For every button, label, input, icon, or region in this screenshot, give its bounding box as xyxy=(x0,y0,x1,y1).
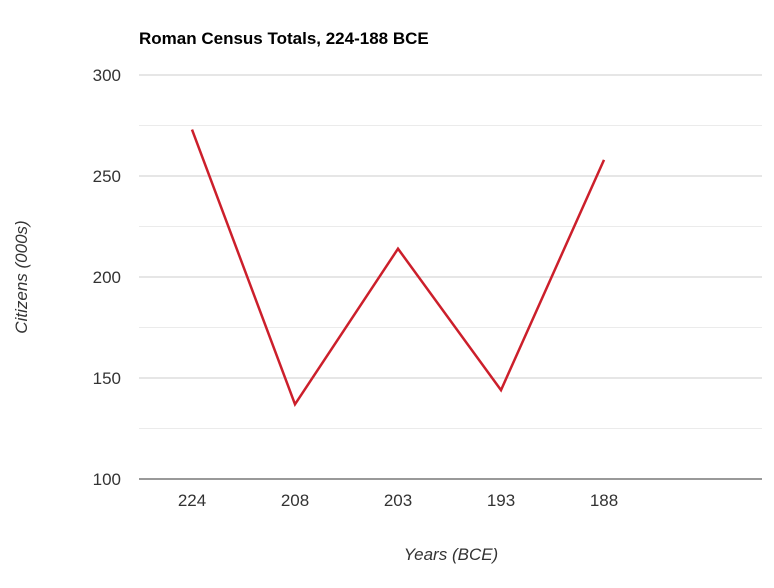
x-tick-label-4: 188 xyxy=(590,491,618,510)
chart-title: Roman Census Totals, 224-188 BCE xyxy=(139,29,429,48)
series-group xyxy=(190,129,606,407)
y-tick-label-3: 250 xyxy=(93,167,121,186)
y-axis-ticks: 100 150 200 250 300 xyxy=(93,66,121,489)
y-axis-label: Citizens (000s) xyxy=(12,220,31,333)
x-tick-label-1: 208 xyxy=(281,491,309,510)
x-axis-ticks: 224 208 203 193 188 xyxy=(178,491,618,510)
y-tick-label-4: 300 xyxy=(93,66,121,85)
gridlines xyxy=(139,74,762,480)
series-line-0 xyxy=(190,129,606,407)
x-axis-label: Years (BCE) xyxy=(404,545,498,564)
y-tick-label-0: 100 xyxy=(93,470,121,489)
x-tick-label-0: 224 xyxy=(178,491,206,510)
x-tick-label-2: 203 xyxy=(384,491,412,510)
y-tick-label-1: 150 xyxy=(93,369,121,388)
x-tick-label-3: 193 xyxy=(487,491,515,510)
y-tick-label-2: 200 xyxy=(93,268,121,287)
